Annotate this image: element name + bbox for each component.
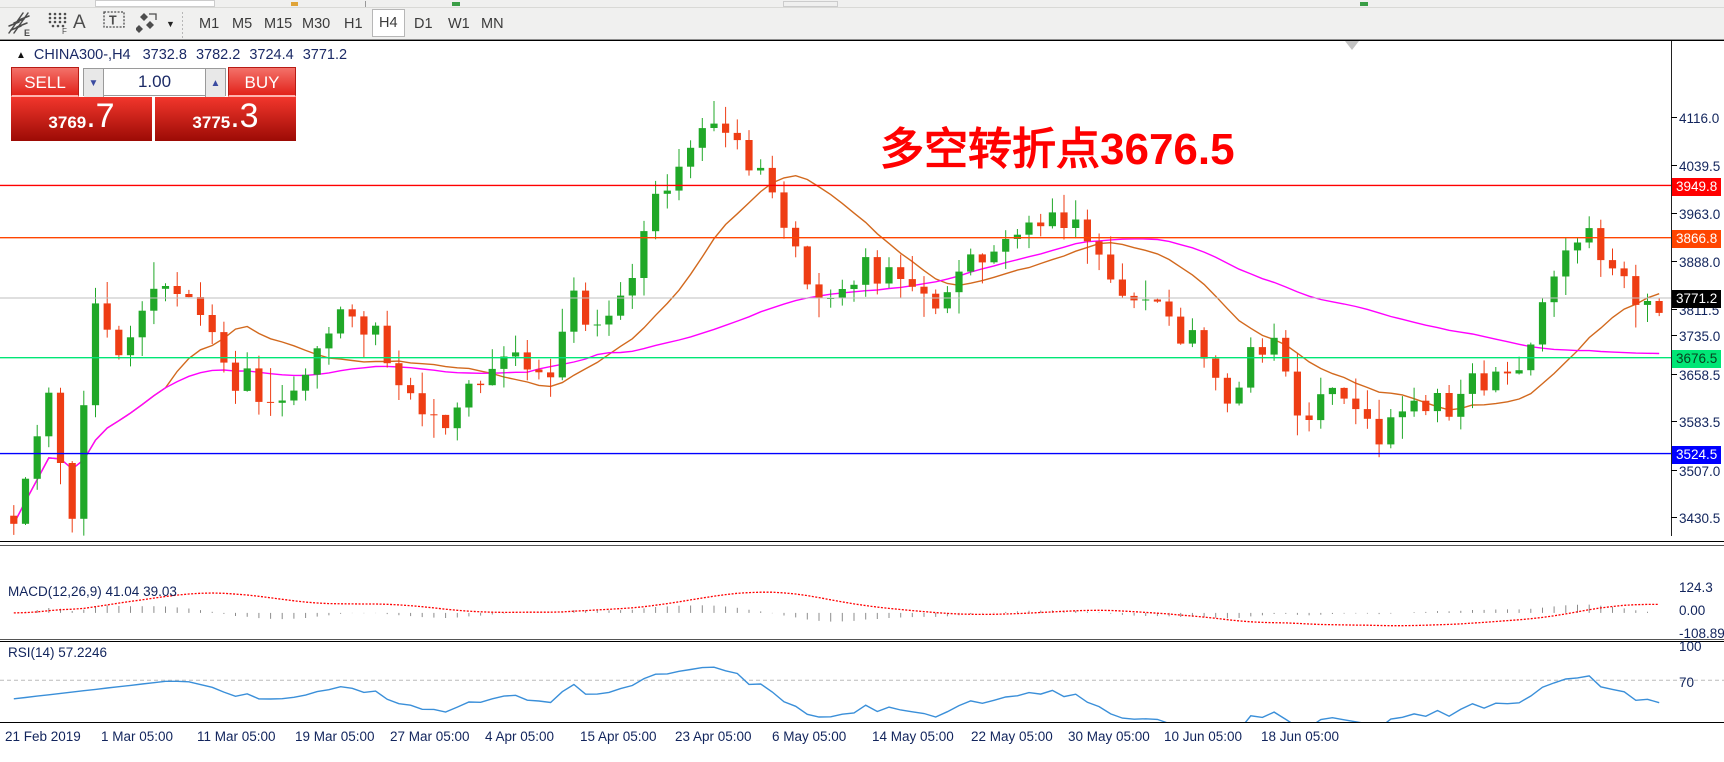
svg-text:T: T: [109, 14, 117, 28]
svg-text:F: F: [62, 27, 67, 36]
svg-text:E: E: [24, 28, 30, 37]
